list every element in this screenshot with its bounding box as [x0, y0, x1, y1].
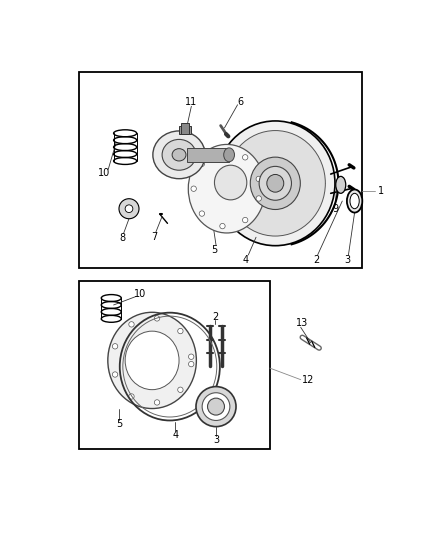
Ellipse shape	[108, 312, 196, 408]
Text: 2: 2	[212, 311, 219, 321]
Text: 8: 8	[119, 233, 125, 243]
Circle shape	[113, 344, 118, 349]
Ellipse shape	[188, 144, 265, 233]
Bar	[179, 126, 191, 134]
Circle shape	[178, 328, 183, 334]
Circle shape	[202, 393, 230, 421]
Circle shape	[243, 217, 248, 223]
Text: 5: 5	[212, 245, 218, 255]
Circle shape	[113, 372, 118, 377]
Circle shape	[208, 398, 224, 415]
Circle shape	[178, 387, 183, 392]
Ellipse shape	[225, 131, 325, 236]
Ellipse shape	[162, 140, 196, 170]
Bar	[79, 71, 362, 268]
Text: 11: 11	[185, 98, 198, 108]
Ellipse shape	[125, 331, 179, 390]
Circle shape	[188, 361, 194, 367]
Circle shape	[119, 199, 139, 219]
Text: 1: 1	[378, 186, 384, 196]
Text: 13: 13	[296, 318, 308, 328]
Ellipse shape	[215, 121, 335, 246]
Text: 2: 2	[313, 255, 319, 264]
Ellipse shape	[153, 131, 205, 179]
Ellipse shape	[215, 165, 247, 200]
Circle shape	[220, 223, 225, 229]
Circle shape	[256, 176, 261, 182]
Circle shape	[256, 196, 261, 201]
Circle shape	[154, 400, 160, 405]
Text: 12: 12	[302, 375, 314, 385]
Circle shape	[199, 161, 205, 166]
Polygon shape	[187, 148, 229, 161]
Circle shape	[125, 205, 133, 213]
Bar	[79, 281, 270, 449]
Ellipse shape	[224, 148, 234, 161]
Ellipse shape	[347, 189, 362, 213]
Circle shape	[220, 149, 225, 154]
Text: 5: 5	[116, 419, 122, 429]
Circle shape	[154, 316, 160, 321]
Text: 4: 4	[243, 255, 249, 264]
Circle shape	[243, 155, 248, 160]
Ellipse shape	[172, 149, 186, 161]
Ellipse shape	[350, 193, 359, 209]
Text: 7: 7	[151, 232, 158, 242]
Circle shape	[129, 394, 134, 399]
Text: 3: 3	[344, 255, 350, 264]
Circle shape	[196, 386, 236, 426]
Text: 4: 4	[172, 430, 178, 440]
Circle shape	[129, 322, 134, 327]
Circle shape	[199, 211, 205, 216]
Text: 6: 6	[237, 96, 244, 107]
Text: 10: 10	[98, 167, 110, 177]
Circle shape	[191, 186, 196, 191]
Ellipse shape	[259, 166, 291, 200]
Text: 9: 9	[332, 204, 339, 214]
Ellipse shape	[336, 176, 346, 193]
Ellipse shape	[267, 174, 284, 192]
Ellipse shape	[250, 157, 300, 209]
Text: 10: 10	[134, 289, 147, 299]
Bar	[181, 123, 189, 134]
Circle shape	[188, 354, 194, 359]
Text: 3: 3	[213, 435, 219, 445]
